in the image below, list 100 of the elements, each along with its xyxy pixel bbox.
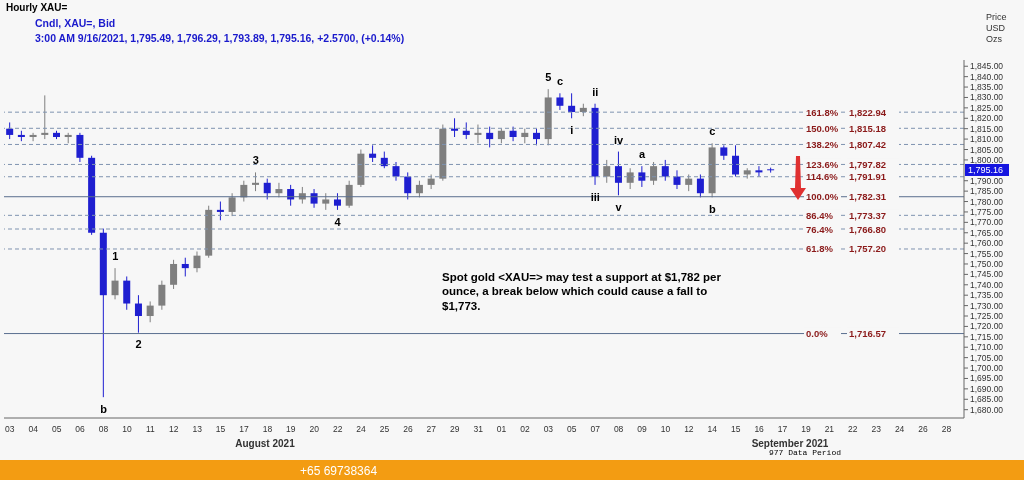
candlestick: [123, 275, 131, 311]
annotation: b: [708, 203, 716, 216]
y-tick-label: 1,780.00: [970, 196, 1004, 207]
x-tick-label: 24: [356, 424, 367, 435]
x-tick-label: 03: [5, 424, 15, 435]
y-tick-label: 1,810.00: [970, 134, 1004, 145]
annotation: c: [709, 125, 716, 138]
x-tick-label: 06: [75, 424, 86, 435]
y-tick-label: 1,700.00: [970, 363, 1004, 374]
x-tick-label: 05: [51, 424, 62, 435]
text: August 2021: [234, 438, 296, 451]
x-tick-label: 12: [169, 424, 179, 435]
candlestick: [263, 178, 271, 200]
candlestick: [76, 132, 84, 163]
y-tick-label: 1,755.00: [970, 248, 1004, 259]
x-tick-label: 09: [637, 424, 648, 435]
annotation: 4: [334, 215, 342, 228]
x-tick-label: 10: [660, 424, 671, 435]
x-tick-label: 17: [239, 424, 249, 435]
x-tick-label: 26: [403, 424, 413, 435]
candlestick: [228, 192, 236, 217]
chart-subtitle: Cndl, XAU=, Bid 3:00 AM 9/16/2021, 1,795.49, 1,796.29, 1,793.89, 1,795.16, +2.5700, (+0.14%): [35, 17, 405, 44]
annotation: iii: [590, 190, 600, 203]
candlestick: [404, 171, 412, 200]
x-tick-label: 14: [707, 424, 718, 435]
x-tick-label: 15: [215, 424, 226, 435]
annotation: v: [615, 201, 623, 214]
y-tick-label: 1,725.00: [970, 311, 1004, 322]
annotation: b: [100, 403, 108, 415]
candlestick: [181, 257, 189, 277]
x-tick-label: 29: [450, 424, 460, 435]
y-tick-label: 1,845.00: [970, 61, 1004, 72]
candlestick: [193, 250, 201, 273]
ref-line-label: 161.8% 1,822.94: [806, 106, 887, 118]
x-tick-label: 03: [543, 424, 554, 435]
x-tick-label: 08: [98, 424, 109, 435]
candlestick: [275, 182, 283, 198]
candlestick: [158, 280, 166, 311]
x-tick-label: 23: [871, 424, 882, 435]
y-tick-label: 1,840.00: [970, 71, 1004, 82]
annotation: c: [557, 75, 564, 88]
y-tick-label: 1,720.00: [970, 321, 1004, 332]
y-tick-label: 1,825.00: [970, 102, 1004, 113]
y-tick-label: 1,695.00: [970, 373, 1004, 384]
x-tick-label: 31: [473, 424, 484, 435]
y-tick-label: 1,715.00: [970, 331, 1004, 342]
text: 0.0% 1,716.57: [806, 328, 886, 340]
ref-line-label: 114.6% 1,791.91: [806, 171, 887, 183]
x-tick-label: 13: [192, 424, 203, 435]
y-tick-label: 1,735.00: [970, 290, 1004, 301]
candlestick: [474, 124, 482, 144]
candlestick: [216, 201, 224, 221]
candlestick: [345, 180, 353, 209]
x-tick-label: 16: [754, 424, 765, 435]
candlestick: [146, 300, 154, 323]
candlestick: [568, 92, 576, 119]
annotation: Spot gold <XAU=> may test a support at $1,782 per ounce, a break below which could cause a fall to $1,773.: [442, 270, 722, 314]
y-tick-label: 1,730.00: [970, 300, 1004, 311]
candlestick: [732, 144, 740, 178]
annotation: 5: [545, 71, 552, 84]
candlestick: [29, 132, 37, 142]
y-tick-label: 1,765.00: [970, 227, 1004, 238]
text: +65 69738364: [300, 464, 379, 479]
text: 76.4% 1,766.80: [806, 223, 886, 235]
candlestick: [614, 151, 622, 196]
text: 977 Data Period: [769, 448, 842, 458]
ref-line-label: 123.6% 1,797.82: [806, 158, 886, 170]
x-tick-label: 15: [730, 424, 741, 435]
y-tick-label: 1,705.00: [970, 352, 1004, 363]
text: 86.4% 1,773.37: [806, 209, 886, 221]
annotation: a: [638, 148, 646, 161]
y-tick-label: 1,815.00: [970, 123, 1004, 134]
y-axis-title: Price USD Ozs: [986, 12, 1007, 44]
y-tick-label: 1,770.00: [970, 217, 1004, 228]
candlestick: [486, 126, 494, 148]
y-tick-label: 1,760.00: [970, 238, 1004, 249]
annotation: 2: [135, 338, 142, 351]
x-tick-label: 24: [894, 424, 905, 435]
y-tick-label: 1,800.00: [970, 154, 1004, 165]
candlestick: [41, 94, 49, 140]
candlestick: [696, 173, 704, 198]
x-tick-label: 08: [613, 424, 624, 435]
candlestick: [626, 167, 634, 190]
x-tick-label: 17: [777, 424, 788, 435]
candlestick: [310, 188, 318, 209]
candlestick: [509, 126, 517, 142]
annotation: i: [570, 124, 574, 137]
candlestick: [392, 161, 400, 182]
text: September 2021: [750, 438, 830, 450]
x-tick-label: 19: [286, 424, 296, 435]
candlestick: [638, 165, 646, 188]
candlestick: [170, 259, 178, 290]
x-tick-label: 05: [567, 424, 577, 435]
candlestick: [556, 92, 564, 111]
x-tick-label: 04: [28, 424, 39, 435]
x-tick-label: 28: [941, 424, 952, 435]
candlestick: [252, 171, 260, 192]
x-tick-label: 20: [309, 424, 320, 435]
x-tick-label: 10: [122, 424, 132, 435]
x-tick-label: 22: [848, 424, 858, 435]
